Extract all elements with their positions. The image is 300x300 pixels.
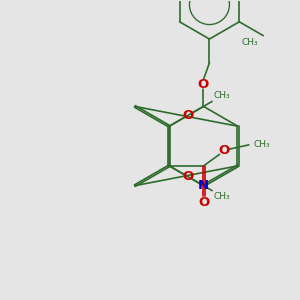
Text: O: O (182, 109, 194, 122)
Text: N: N (198, 179, 209, 192)
Text: O: O (198, 196, 209, 209)
Text: O: O (219, 144, 230, 157)
Text: CH₃: CH₃ (213, 192, 230, 201)
Text: CH₃: CH₃ (254, 140, 270, 149)
Text: CH₃: CH₃ (242, 38, 259, 47)
Text: O: O (182, 170, 194, 183)
Text: CH₃: CH₃ (213, 92, 230, 100)
Text: O: O (198, 78, 209, 91)
